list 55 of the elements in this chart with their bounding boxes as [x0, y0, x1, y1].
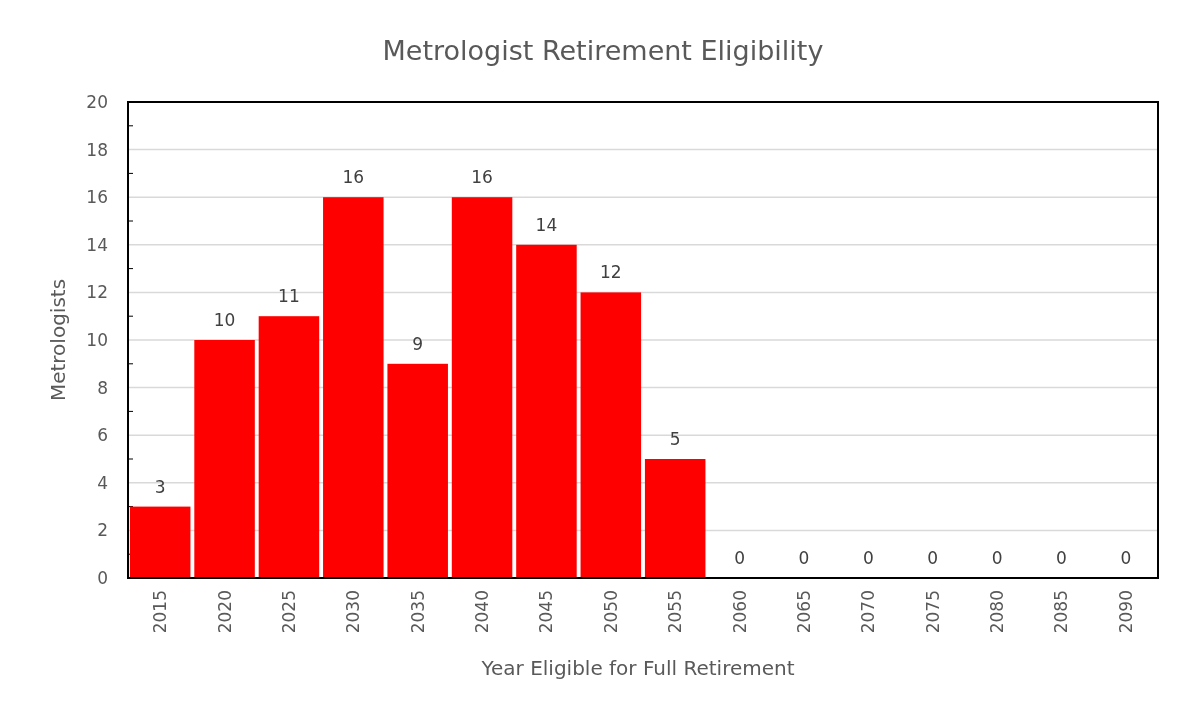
x-axis-title: Year Eligible for Full Retirement [480, 656, 795, 680]
x-tick-label: 2080 [987, 590, 1008, 634]
bar [580, 292, 642, 578]
data-label: 0 [927, 548, 939, 568]
y-tick-label: 16 [86, 187, 108, 208]
y-tick-label: 0 [97, 567, 108, 588]
y-tick-label: 2 [97, 520, 108, 541]
data-label: 5 [669, 429, 681, 449]
x-tick-label: 2015 [150, 590, 171, 634]
data-label: 16 [471, 167, 493, 188]
y-tick-label: 20 [86, 91, 108, 112]
data-label: 16 [342, 167, 365, 188]
bar [323, 197, 384, 578]
y-tick-label: 8 [97, 377, 108, 398]
bar [644, 459, 706, 578]
bar [258, 316, 320, 578]
data-label: 0 [991, 548, 1003, 568]
y-axis-title: Metrologists [46, 278, 70, 402]
x-tick-label: 2025 [278, 590, 299, 634]
bar [387, 363, 448, 578]
y-tick-label: 4 [97, 472, 108, 493]
y-tick-label: 18 [86, 139, 108, 160]
bar [129, 506, 191, 578]
x-tick-label: 2070 [858, 590, 879, 634]
x-tick-label: 2020 [214, 590, 235, 634]
x-tick-label: 2055 [665, 590, 686, 634]
data-label: 9 [412, 333, 424, 354]
data-label: 10 [213, 310, 236, 330]
y-tick-label: 12 [86, 282, 108, 303]
y-tick-label: 10 [86, 329, 108, 350]
data-label: 11 [278, 286, 300, 307]
data-label: 12 [599, 262, 622, 283]
y-tick-label: 14 [86, 234, 108, 255]
data-label: 0 [1120, 548, 1132, 568]
chart-title: Metrologist Retirement Eligibility [382, 35, 824, 66]
x-tick-label: 2050 [600, 590, 621, 634]
x-tick-label: 2065 [793, 590, 814, 634]
x-tick-label: 2090 [1115, 590, 1136, 634]
bar [194, 340, 255, 578]
x-tick-label: 2085 [1051, 590, 1072, 634]
x-tick-label: 2060 [729, 590, 750, 634]
bar [516, 244, 577, 578]
x-tick-label: 2035 [407, 590, 428, 634]
y-tick-label: 6 [97, 425, 108, 446]
x-tick-label: 2040 [472, 590, 493, 634]
x-tick-label: 2075 [922, 590, 943, 634]
data-label: 0 [798, 548, 810, 568]
data-label: 0 [1056, 548, 1067, 568]
data-label: 0 [734, 548, 745, 568]
data-label: 3 [154, 476, 166, 497]
x-tick-label: 2030 [343, 590, 364, 634]
data-label: 14 [535, 214, 558, 235]
bar [451, 197, 513, 578]
data-label: 0 [862, 548, 874, 568]
x-tick-label: 2045 [536, 590, 557, 634]
